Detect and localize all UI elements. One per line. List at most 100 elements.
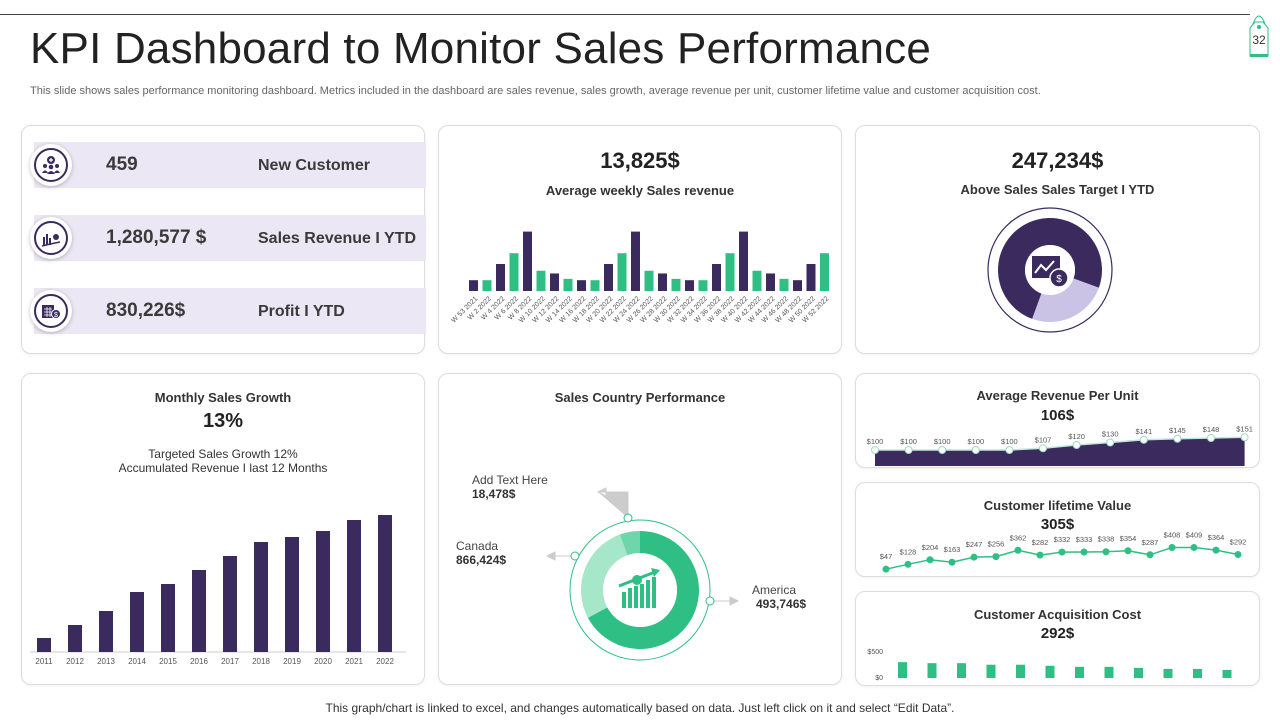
- weekly-bar: [739, 231, 748, 291]
- analytics-dollar-icon: $: [1032, 256, 1069, 288]
- cac-y-tick-label: $500: [867, 649, 883, 656]
- country-label-canada: Canada 866,424$: [456, 539, 506, 567]
- arpu-data-label: $100: [900, 437, 917, 446]
- weekly-bar: [644, 270, 654, 291]
- monthly-tick-label: 2013: [97, 657, 115, 666]
- growth-chart-icon: [618, 568, 660, 608]
- monthly-bar: [68, 625, 82, 652]
- arpu-title: Average Revenue Per Unit: [976, 388, 1139, 403]
- monthly-bar: [378, 515, 392, 652]
- sales-target-card: 247,234$ Above Sales Sales Target I YTD …: [855, 125, 1260, 354]
- arpu-point: [1072, 441, 1081, 449]
- cac-bar: [1134, 667, 1143, 678]
- donut-segment-canada: [581, 534, 628, 618]
- arpu-data-label: $100: [1001, 437, 1018, 446]
- monthly-tick-label: 2022: [376, 657, 394, 666]
- weekly-bar: [698, 280, 708, 291]
- monthly-bar: [223, 556, 237, 652]
- clv-point: [882, 565, 890, 573]
- weekly-bar: [590, 280, 600, 291]
- arpu-data-label: $107: [1035, 435, 1052, 444]
- clv-data-label: $338: [1098, 535, 1115, 544]
- page-number-tag: 32: [1247, 8, 1271, 58]
- monthly-tick-label: 2016: [190, 657, 208, 666]
- cac-bar: [1075, 666, 1084, 678]
- cac-bar: [927, 663, 937, 678]
- cac-y-tick-label: $0: [875, 675, 883, 682]
- weekly-bar: [617, 253, 627, 291]
- clv-point: [1168, 544, 1176, 552]
- clv-data-label: $163: [944, 545, 961, 554]
- cac-bar: [1163, 668, 1173, 678]
- arpu-point: [1139, 435, 1148, 444]
- tag-icon: [1249, 15, 1269, 57]
- arpu-card: Average Revenue Per Unit 106$ $100 $100 $1…: [855, 373, 1260, 468]
- clv-data-label: $333: [1076, 535, 1093, 544]
- clv-point: [1146, 551, 1154, 559]
- arpu-data-label: $141: [1135, 427, 1152, 436]
- cac-title: Customer Acquisition Cost: [973, 607, 1142, 622]
- clv-title: Customer lifetime Value: [983, 498, 1132, 513]
- clv-point: [1080, 548, 1088, 556]
- clv-data-label: $409: [1186, 530, 1203, 539]
- arpu-data-label: $100: [867, 437, 884, 446]
- country-label-other: Add Text Here 18,478$: [472, 473, 548, 501]
- page-title: KPI Dashboard to Monitor Sales Performan…: [30, 24, 932, 73]
- weekly-sales-title: Average weekly Sales revenue: [545, 183, 735, 198]
- monthly-bar: [99, 611, 113, 652]
- arpu-point: [1240, 433, 1249, 442]
- monthly-growth-chart: 2011 2012 2013 2014 2015 2016 2017 2018 2019 2020…: [30, 515, 406, 666]
- weekly-bar: [496, 264, 505, 291]
- weekly-bar: [752, 270, 762, 291]
- arpu-point: [971, 446, 980, 454]
- target-achieved-segment: [998, 218, 1102, 319]
- clv-data-label: $354: [1120, 534, 1137, 543]
- calculator-money-icon: $: [30, 290, 72, 332]
- weekly-bar: [631, 231, 640, 291]
- kpi-label: Profit I YTD: [258, 303, 345, 320]
- cac-bar: [1222, 669, 1232, 678]
- sales-target-title: Above Sales Sales Target I YTD: [960, 182, 1155, 197]
- weekly-bar: [550, 273, 559, 291]
- country-performance-card: Sales Country Performance Add Text Here 1…: [438, 373, 842, 685]
- arpu-area: [875, 437, 1245, 466]
- weekly-bar: [725, 253, 735, 291]
- weekly-bar: [509, 253, 519, 291]
- weekly-bar: [820, 253, 829, 291]
- monthly-tick-label: 2020: [314, 657, 332, 666]
- arpu-point: [1106, 438, 1115, 447]
- country-donut: [545, 487, 740, 661]
- kpi-value: 1,280,577 $: [106, 227, 207, 248]
- arpu-data-label: $145: [1169, 426, 1186, 435]
- clv-card: Customer lifetime Value 305$ $47 $128 $204…: [855, 482, 1260, 577]
- clv-point: [948, 558, 956, 566]
- weekly-bar: [482, 280, 492, 291]
- clv-point: [1058, 548, 1066, 556]
- clv-data-label: $256: [988, 540, 1005, 549]
- weekly-bar: [604, 264, 613, 291]
- accumulated-revenue-text: Accumulated Revenue I last 12 Months: [118, 461, 328, 475]
- arpu-chart: $100 $100 $100 $100 $100 $107 $120 $130 $141 $145…: [867, 424, 1253, 466]
- clv-point: [1036, 551, 1044, 559]
- clv-point: [904, 560, 912, 568]
- cac-bar: [1193, 668, 1202, 678]
- weekly-bar: [469, 280, 478, 291]
- monthly-growth-card: Monthly Sales Growth 13% Targeted Sales …: [21, 373, 425, 685]
- clv-chart: $47 $128 $204 $163 $247 $256 $362 $282 $332 $333 $…: [880, 530, 1246, 573]
- arpu-point: [1207, 434, 1215, 442]
- cac-bar: [1016, 664, 1025, 678]
- monthly-bar: [254, 542, 268, 652]
- clv-data-label: $364: [1208, 533, 1225, 542]
- monthly-bar: [130, 592, 144, 652]
- clv-data-label: $128: [900, 547, 917, 556]
- clv-point: [1234, 550, 1242, 558]
- weekly-sales-value: 13,825$: [600, 148, 680, 173]
- monthly-bar: [37, 638, 51, 652]
- clv-point: [1190, 543, 1198, 551]
- sales-target-value: 247,234$: [1011, 148, 1104, 173]
- targeted-growth-text: Targeted Sales Growth 12%: [148, 447, 298, 461]
- arpu-data-label: $151: [1236, 424, 1253, 433]
- monthly-bar: [347, 520, 361, 652]
- cac-bar: [1104, 666, 1114, 678]
